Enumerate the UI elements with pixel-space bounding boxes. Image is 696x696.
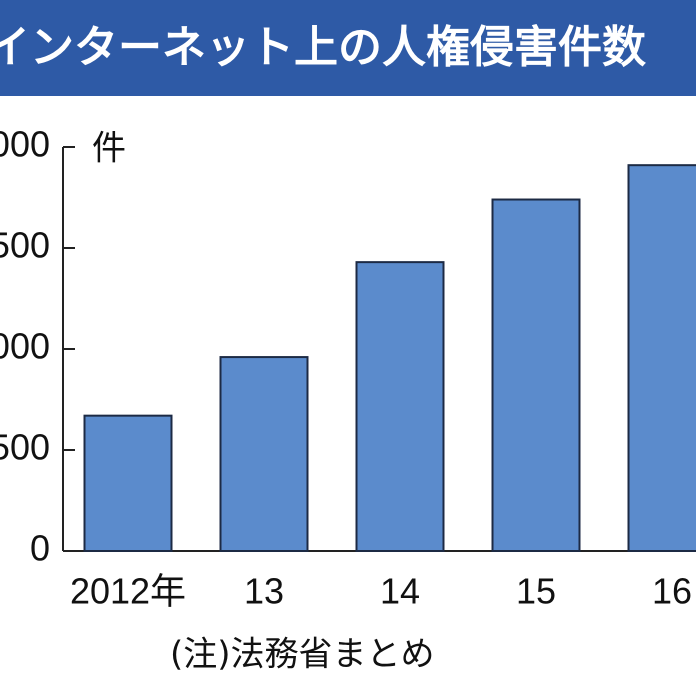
y-tick-label: 0 <box>30 528 50 569</box>
x-tick-label: 16 <box>652 571 692 612</box>
note: (注)法務省まとめ <box>170 635 435 675</box>
bar <box>219 356 309 552</box>
bar <box>627 164 696 552</box>
x-tick-label: 14 <box>380 571 420 612</box>
x-tick-label: 15 <box>516 571 556 612</box>
bar <box>491 198 581 553</box>
bar <box>83 414 173 552</box>
bar <box>355 261 445 552</box>
unit-label: 件 <box>92 129 126 169</box>
chart-title: インターネット上の人権侵害件数 <box>0 22 646 73</box>
y-tick-label: 500 <box>0 427 50 468</box>
x-tick-label: 13 <box>244 571 284 612</box>
y-tick-label: 2000 <box>0 124 50 165</box>
title-bar <box>0 0 696 96</box>
y-tick-label: 1500 <box>0 225 50 266</box>
x-tick-label: 2012年 <box>70 571 186 612</box>
y-tick-label: 1000 <box>0 326 50 367</box>
